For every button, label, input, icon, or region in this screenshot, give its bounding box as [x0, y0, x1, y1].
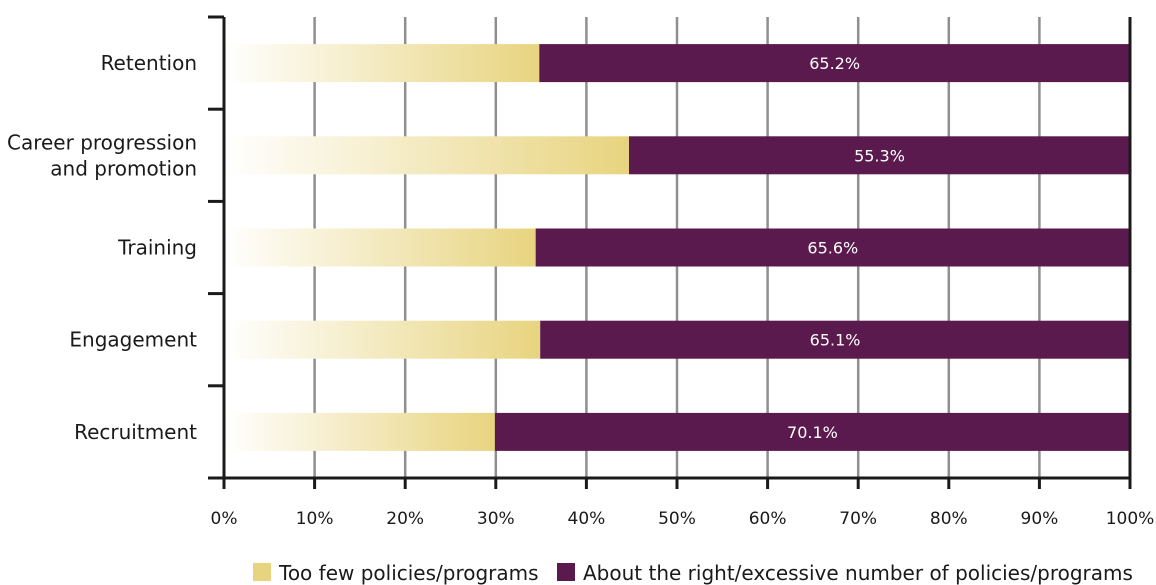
bar-about-right [535, 228, 1130, 267]
bar-too-few [224, 412, 495, 451]
bar-data-label: 65.1% [810, 331, 861, 350]
legend: Too few policies/programs About the right… [253, 561, 1133, 585]
legend-swatch-about-right [557, 563, 575, 581]
bars [224, 44, 1130, 451]
x-tick-label: 10% [296, 509, 334, 529]
bar-data-label: 55.3% [854, 146, 905, 165]
bar-about-right [540, 320, 1130, 359]
bar-about-right [539, 44, 1130, 83]
bar-about-right [494, 412, 1130, 451]
x-tick-label: 40% [568, 509, 606, 529]
x-tick-label: 0% [211, 509, 238, 529]
bar-data-label: 65.2% [809, 54, 860, 73]
category-label: Recruitment [74, 420, 197, 444]
x-tick-label: 50% [658, 509, 696, 529]
category-label: Training [117, 236, 197, 260]
bar-too-few [224, 136, 629, 175]
legend-label-too-few: Too few policies/programs [278, 561, 539, 585]
labels: 65.2% Retention 55.3% Career progression and… [7, 51, 1154, 529]
legend-label-about-right: About the right/excessive number of poli… [583, 561, 1133, 585]
x-tick-label: 70% [839, 509, 877, 529]
x-tick-label: 100% [1106, 509, 1155, 529]
bar-too-few [224, 320, 541, 359]
x-tick-label: 60% [749, 509, 787, 529]
bar-about-right [628, 136, 1130, 175]
category-label: Engagement [69, 328, 197, 352]
axes [208, 15, 1132, 489]
bar-too-few [224, 228, 536, 267]
bar-data-label: 65.6% [807, 239, 858, 258]
bar-too-few [224, 44, 540, 83]
x-tick-label: 30% [477, 509, 515, 529]
x-tick-label: 80% [930, 509, 968, 529]
bar-data-label: 70.1% [787, 423, 838, 442]
category-label: Career progression and promotion [7, 130, 197, 180]
x-tick-label: 20% [386, 509, 424, 529]
x-tick-label: 90% [1021, 509, 1059, 529]
legend-swatch-too-few [253, 563, 271, 581]
category-label: Retention [101, 51, 197, 75]
